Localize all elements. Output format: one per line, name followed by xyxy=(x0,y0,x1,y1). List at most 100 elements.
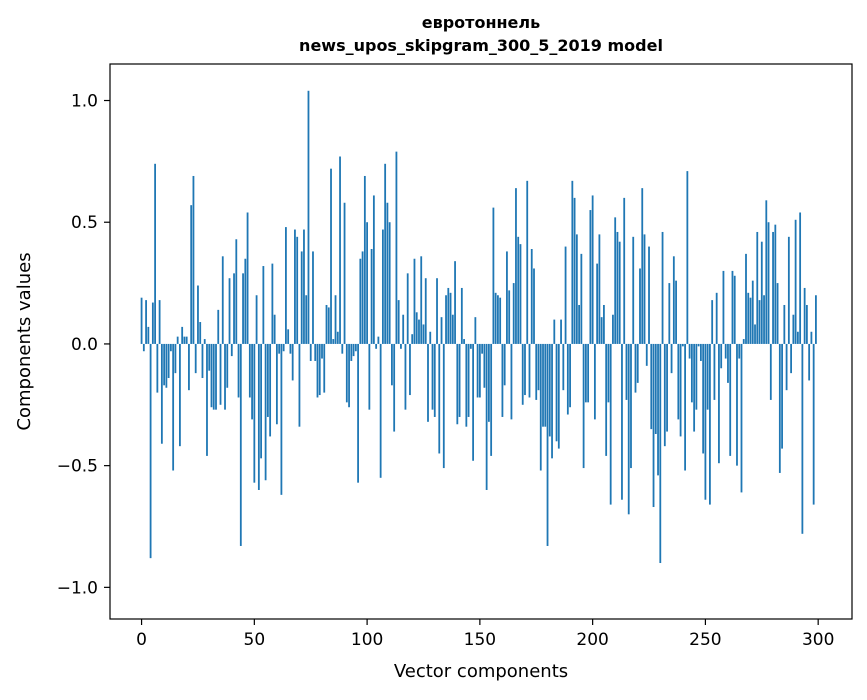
bar-251 xyxy=(706,343,709,410)
bar-181 xyxy=(548,343,551,437)
bar-21 xyxy=(188,343,190,391)
bar-42 xyxy=(235,239,238,344)
x-tick-label: 0 xyxy=(136,630,147,650)
bar-90 xyxy=(343,202,346,344)
bar-250 xyxy=(704,343,707,500)
y-tick-label: 0.5 xyxy=(71,213,98,233)
bar-102 xyxy=(370,249,373,344)
bar-187 xyxy=(562,343,565,391)
bar-253 xyxy=(711,300,714,344)
bar-78 xyxy=(316,343,319,398)
bar-164 xyxy=(510,343,513,420)
x-tick-label: 50 xyxy=(244,630,266,650)
x-tick-label: 300 xyxy=(802,630,834,650)
bar-44 xyxy=(239,343,242,546)
bar-93 xyxy=(350,343,353,361)
bar-298 xyxy=(812,343,815,505)
bar-132 xyxy=(438,343,441,454)
bar-75 xyxy=(309,343,312,361)
bar-58 xyxy=(271,263,274,344)
x-tick-label: 250 xyxy=(689,630,721,650)
bar-292 xyxy=(799,212,802,344)
bar-8 xyxy=(158,300,161,344)
bar-269 xyxy=(747,292,750,344)
bar-196 xyxy=(582,343,585,469)
bar-13 xyxy=(169,343,172,352)
bar-12 xyxy=(167,343,170,379)
bar-267 xyxy=(742,339,745,344)
bars-layer xyxy=(140,90,817,564)
bar-39 xyxy=(228,278,231,344)
bar-86 xyxy=(334,295,337,344)
bar-59 xyxy=(273,314,276,344)
bar-71 xyxy=(300,251,303,344)
bar-273 xyxy=(756,231,759,344)
bar-33 xyxy=(215,343,217,410)
bar-177 xyxy=(539,343,542,471)
bar-220 xyxy=(636,343,639,383)
bar-10 xyxy=(163,343,166,386)
bar-14 xyxy=(172,343,175,471)
bar-43 xyxy=(237,343,240,398)
bar-70 xyxy=(298,343,301,427)
bar-291 xyxy=(796,331,799,344)
bar-118 xyxy=(406,273,409,344)
bar-244 xyxy=(690,343,693,403)
bar-37 xyxy=(224,343,226,410)
bar-15 xyxy=(174,343,177,374)
bar-231 xyxy=(661,231,664,344)
bar-242 xyxy=(686,171,689,344)
bar-61 xyxy=(278,343,281,354)
bar-149 xyxy=(476,343,479,398)
bar-165 xyxy=(512,283,515,344)
bar-156 xyxy=(492,207,495,344)
bar-280 xyxy=(772,231,774,344)
bar-138 xyxy=(451,314,454,344)
bar-73 xyxy=(305,295,308,344)
bar-125 xyxy=(422,324,425,344)
bar-28 xyxy=(203,339,206,344)
bar-65 xyxy=(287,329,290,344)
chart-title-line-2: news_upos_skipgram_300_5_2019 model xyxy=(299,36,663,55)
x-tick-label: 100 xyxy=(351,630,383,650)
bar-11 xyxy=(165,343,168,388)
bar-41 xyxy=(233,273,235,344)
bar-2 xyxy=(145,300,147,344)
ticks-layer: 0 50 100 150 200 250 300 −1.0 −0.5 0.0 0.5 1.0 xyxy=(57,92,835,650)
bar-153 xyxy=(485,343,488,490)
bar-226 xyxy=(650,343,653,430)
bar-136 xyxy=(447,287,450,344)
bar-286 xyxy=(785,343,788,391)
bar-38 xyxy=(226,343,229,388)
bar-209 xyxy=(612,314,614,344)
bar-257 xyxy=(720,343,723,369)
bar-92 xyxy=(348,343,350,408)
bar-276 xyxy=(763,295,765,344)
bar-107 xyxy=(381,229,384,344)
bar-252 xyxy=(709,343,711,505)
bar-30 xyxy=(208,343,211,371)
bar-154 xyxy=(487,343,490,422)
bar-201 xyxy=(593,343,596,420)
bar-22 xyxy=(190,205,193,344)
bar-45 xyxy=(242,273,244,344)
bar-77 xyxy=(314,343,317,361)
bar-112 xyxy=(393,343,396,432)
bar-140 xyxy=(456,343,459,425)
bar-82 xyxy=(325,304,328,344)
bar-254 xyxy=(713,343,716,400)
bar-192 xyxy=(573,197,576,344)
bar-272 xyxy=(754,324,756,344)
bar-247 xyxy=(697,343,700,347)
bar-173 xyxy=(530,249,533,344)
bar-200 xyxy=(591,195,594,344)
bar-161 xyxy=(503,343,506,386)
bar-133 xyxy=(440,317,443,344)
bar-98 xyxy=(361,251,364,344)
bar-111 xyxy=(391,343,393,386)
bar-56 xyxy=(266,343,269,417)
bar-141 xyxy=(458,343,461,417)
bar-294 xyxy=(803,287,806,344)
